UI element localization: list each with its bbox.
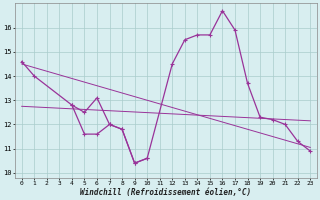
X-axis label: Windchill (Refroidissement éolien,°C): Windchill (Refroidissement éolien,°C): [80, 188, 252, 197]
